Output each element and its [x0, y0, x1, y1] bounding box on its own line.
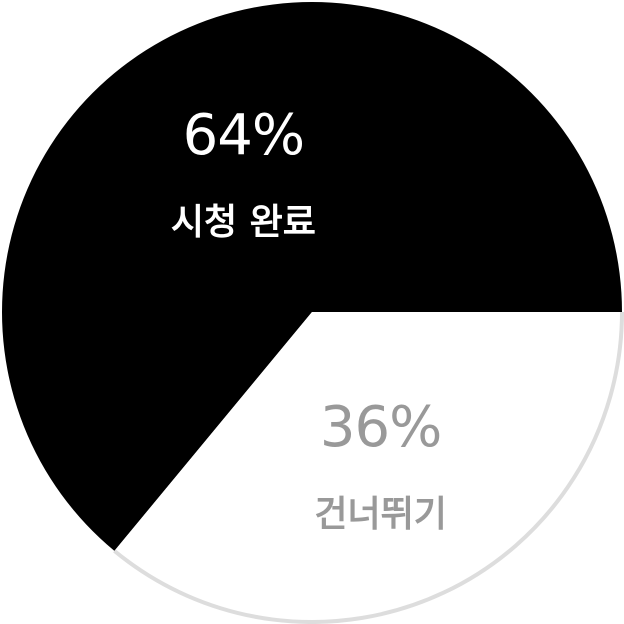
pie-slice-2: [114, 312, 622, 623]
slice-1-name-label: 시청 완료: [171, 202, 316, 243]
slice-2-value-label: 36%: [320, 395, 441, 460]
pie-slice-1: [1, 2, 622, 551]
slice-1-value-label: 64%: [183, 103, 304, 168]
slice-2-name-label: 건너뛰기: [314, 494, 446, 535]
pie-slice-2-outline: [113, 311, 624, 624]
